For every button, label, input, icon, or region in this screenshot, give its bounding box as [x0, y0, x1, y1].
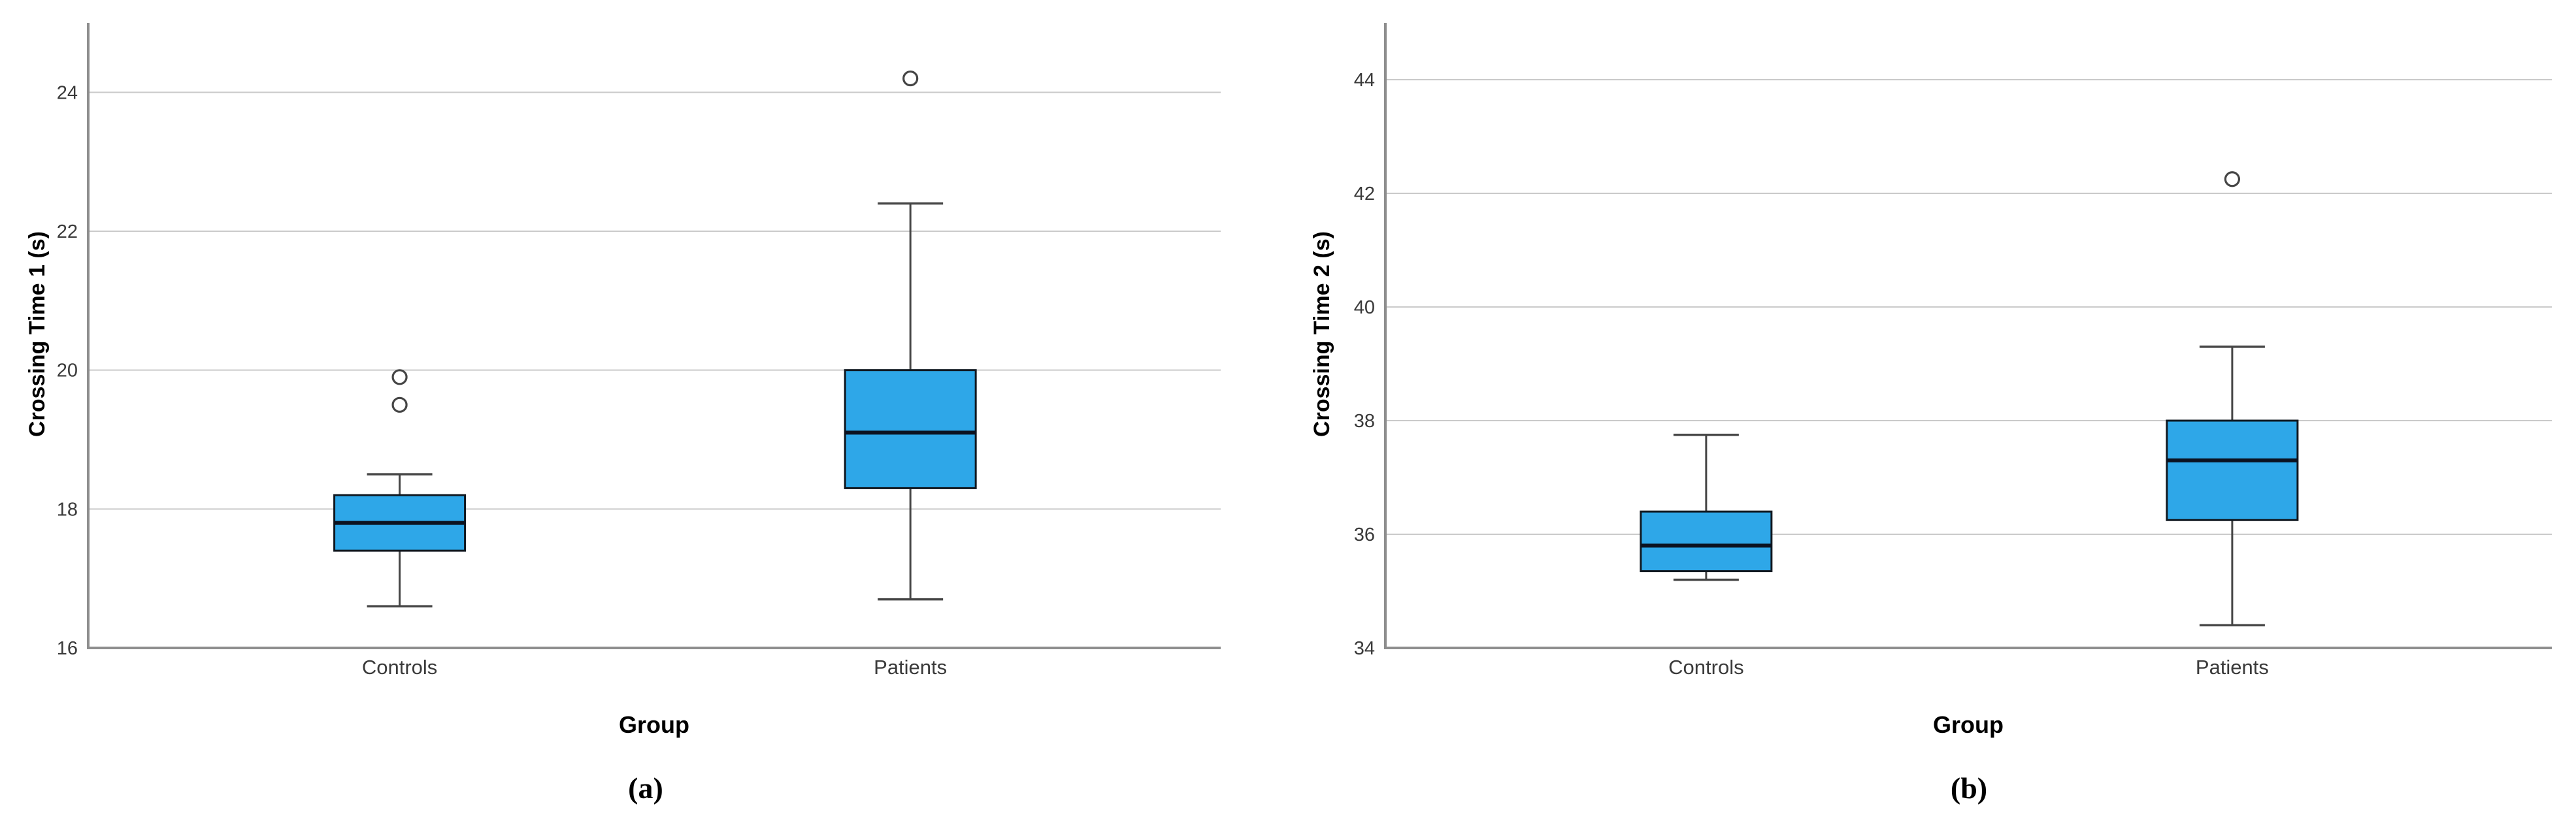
y-tick-label: 18: [57, 499, 78, 520]
y-tick-label: 20: [57, 361, 78, 381]
y-tick-label: 36: [1354, 524, 1375, 545]
box-iqr: [844, 369, 977, 489]
panel-caption-b: (b): [1950, 771, 1988, 805]
x-axis-title: Group: [1933, 711, 2004, 738]
category-label: Controls: [362, 656, 437, 679]
box-iqr: [1640, 510, 1773, 573]
category-label: Patients: [874, 656, 947, 679]
y-tick-label: 44: [1354, 70, 1375, 91]
outlier-point: [391, 369, 408, 385]
category-label: Controls: [1668, 656, 1743, 679]
y-tick-label: 24: [57, 82, 78, 103]
outlier-point: [2224, 171, 2241, 187]
boxplot-canvas-a: 16 18 20 22 24 Controls Patients: [57, 23, 1221, 679]
y-tick-label: 42: [1354, 184, 1375, 204]
boxplot-canvas-b: 34 36 38 40 42 44 Controls Patients: [1354, 23, 2552, 679]
y-tick-label: 16: [57, 638, 78, 659]
box-iqr: [2166, 419, 2299, 521]
category-label: Patients: [2196, 656, 2269, 679]
outlier-point: [391, 396, 408, 413]
y-tick-label: 22: [57, 221, 78, 242]
x-axis-title: Group: [619, 711, 689, 738]
chart-panel-a: Crossing Time 1 (s) 16 18 20 22 24 Controls Pa…: [25, 23, 1221, 805]
outlier-point: [902, 70, 919, 87]
y-tick-label: 40: [1354, 297, 1375, 318]
chart-panel-b: Crossing Time 2 (s) 34 36 38 40 42 44 Controls…: [1288, 0, 2576, 821]
y-tick-label: 34: [1354, 638, 1375, 659]
y-tick-label: 38: [1354, 411, 1375, 432]
panel-caption-a: (a): [628, 771, 663, 805]
